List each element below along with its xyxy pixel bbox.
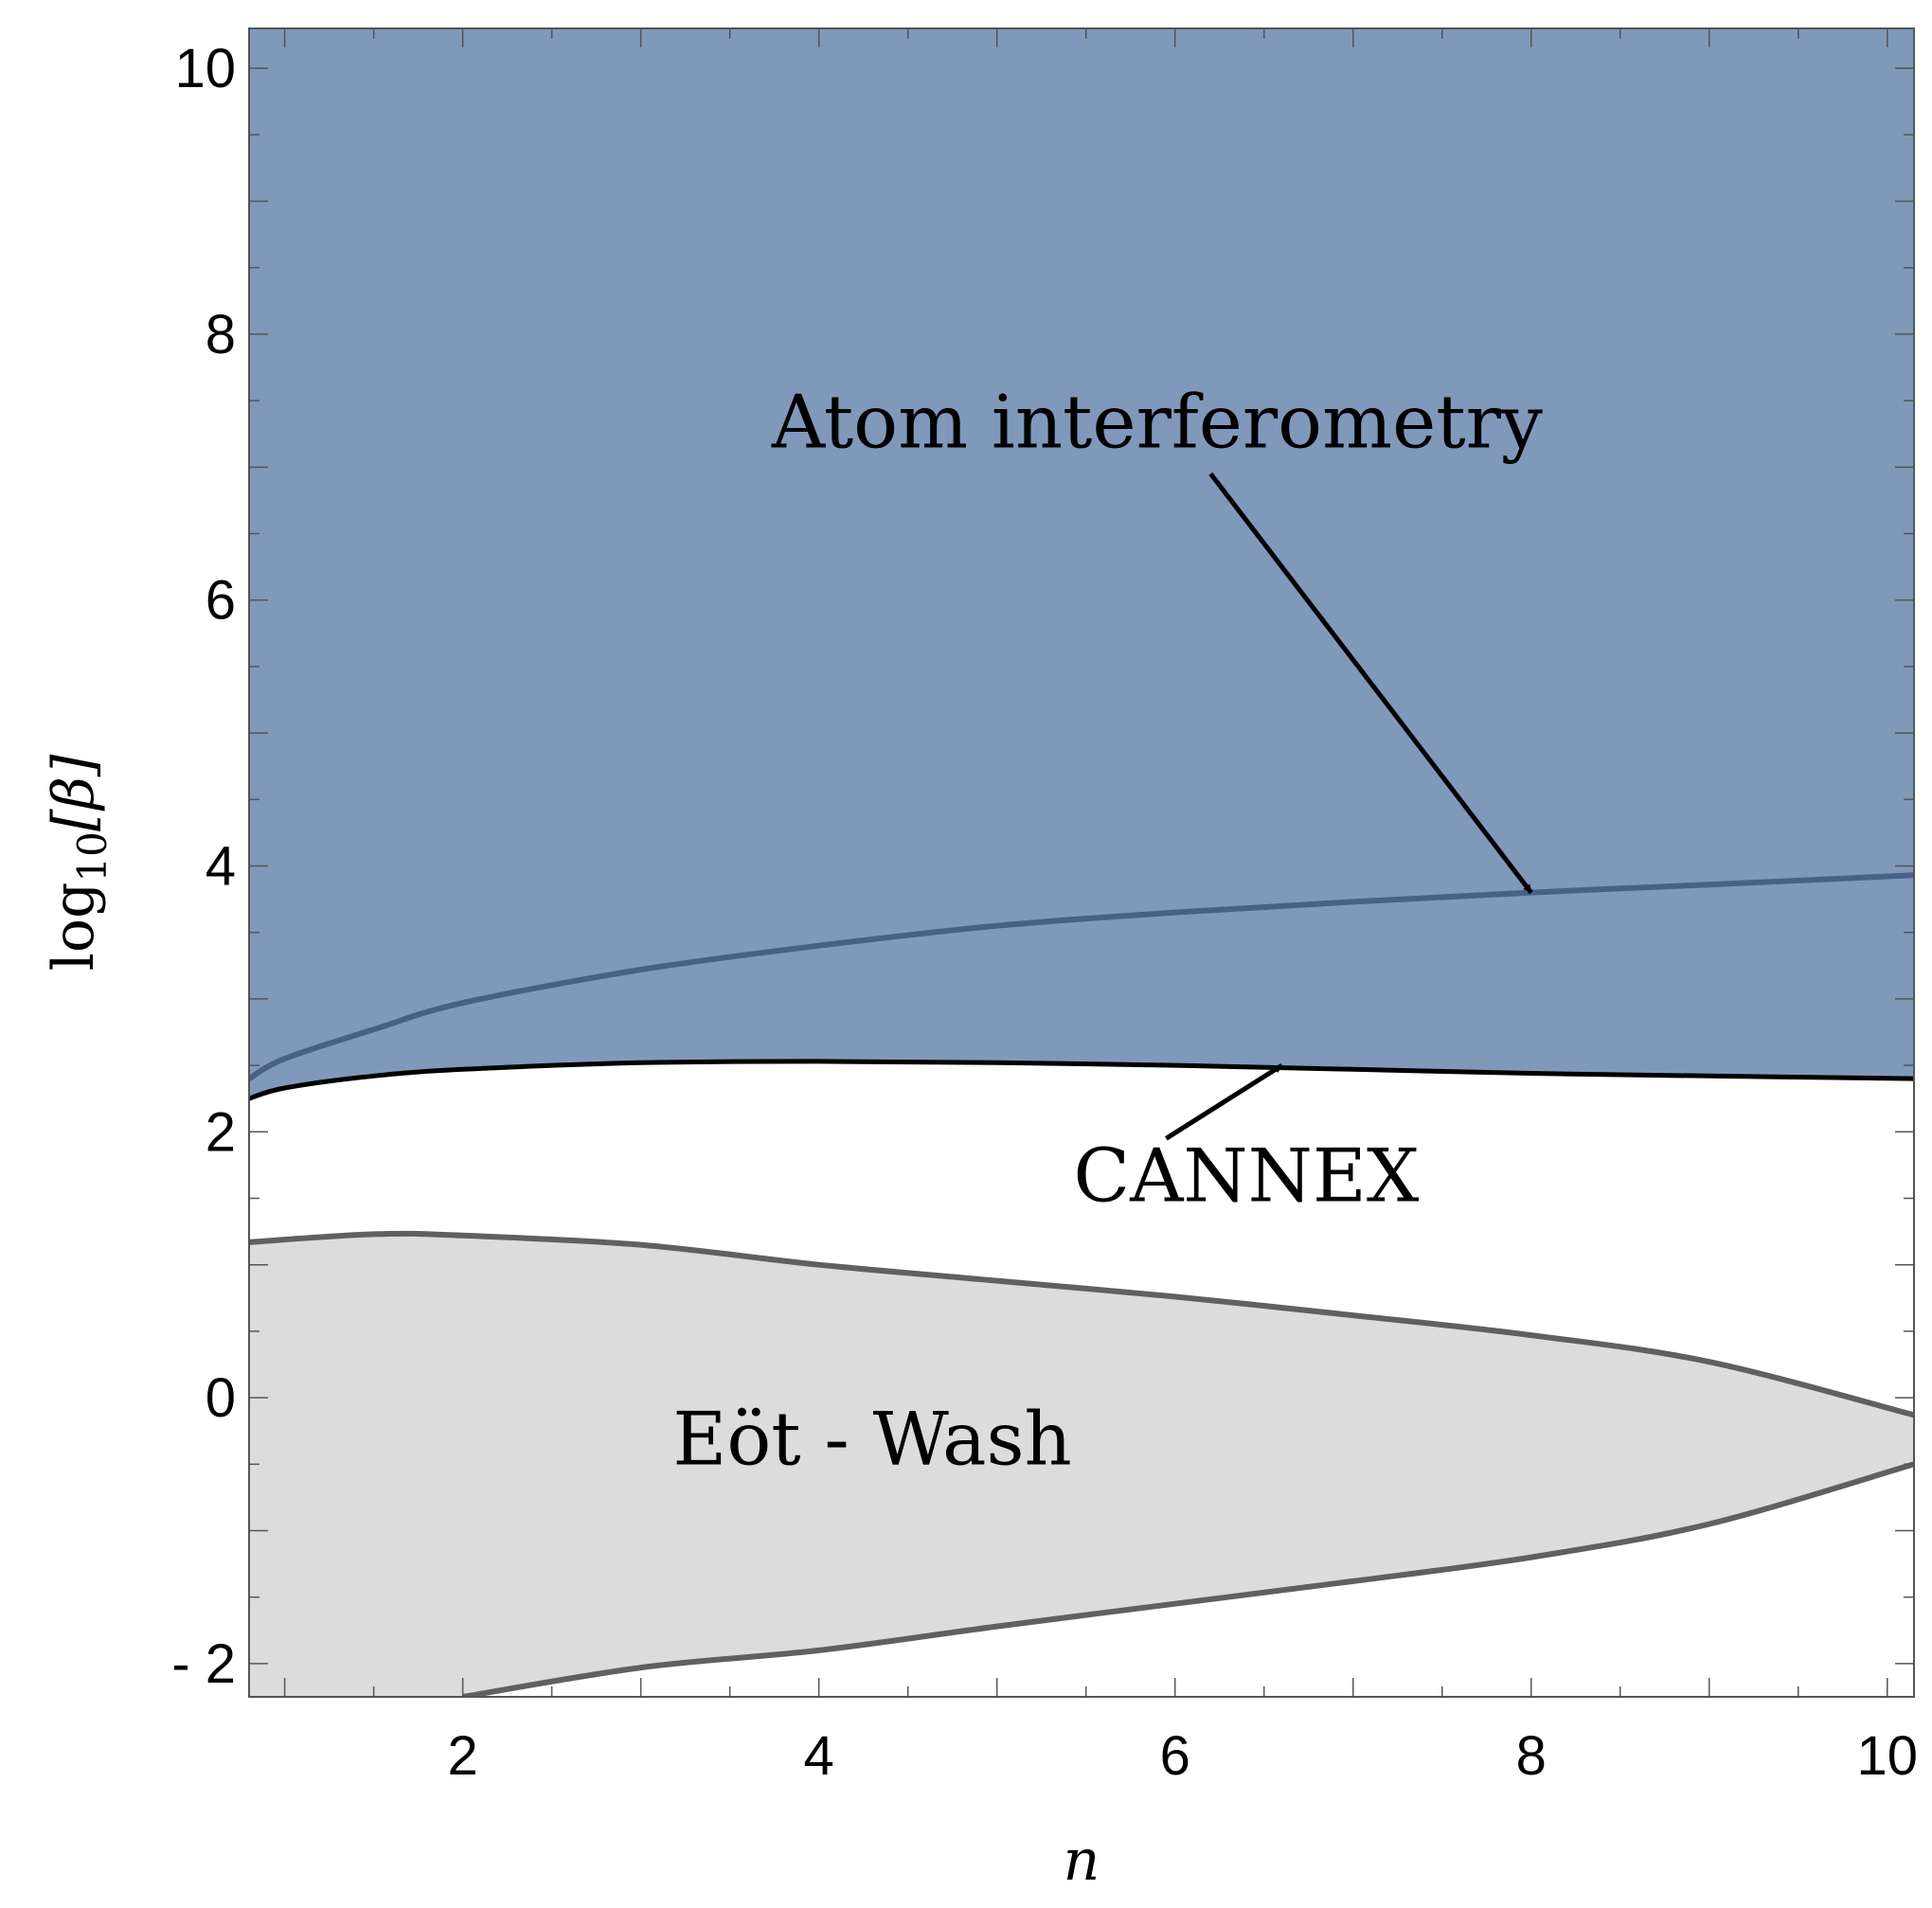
label-cannex: CANNEX: [1073, 1133, 1419, 1219]
plot-frame: [248, 27, 1915, 1698]
y-tick-label: 6: [206, 570, 236, 632]
y-axis-label-func: log: [41, 883, 107, 972]
region-e-t-wash: [249, 1233, 1914, 1697]
x-axis-label: n: [1064, 1828, 1100, 1894]
plot-lines: [249, 872, 1914, 1697]
curve-e-t-wash-upper: [249, 1230, 1914, 1418]
curve-e-t-wash-lower: [462, 1461, 1914, 1697]
plot-fills: [249, 28, 1914, 1697]
y-tick-label: 4: [206, 836, 236, 898]
label-e-t-wash: Eöt - Wash: [672, 1397, 1071, 1482]
x-tick-label: 8: [1516, 1725, 1547, 1787]
y-tick-label: 10: [174, 38, 236, 99]
arrow-cannex: [1164, 1062, 1283, 1141]
region-cannex: [249, 28, 1914, 1099]
y-axis-label-arg: [β]: [41, 754, 107, 831]
x-tick-label: 6: [1160, 1725, 1190, 1787]
y-tick-label: - 2: [171, 1633, 236, 1695]
x-tick-label: 2: [447, 1725, 477, 1787]
y-tick-label: 0: [206, 1367, 236, 1429]
y-axis-label-subscript: 10: [69, 831, 116, 882]
axis-ticks: [249, 28, 1914, 1697]
x-tick-label: 10: [1857, 1725, 1919, 1787]
label-atom-interferometry: Atom interferometry: [771, 380, 1543, 465]
curve-cannex: [249, 1059, 1914, 1101]
y-axis-label: log10[β]: [41, 754, 116, 971]
y-tick-label: 8: [206, 304, 236, 366]
svg-text:log10[β]: log10[β]: [41, 754, 116, 971]
arrow-atom-interferometry: [1208, 472, 1533, 895]
annotations: Atom interferometry CANNEX Eöt - Wash: [672, 380, 1543, 1482]
y-tick-label: 2: [206, 1101, 236, 1163]
x-tick-label: 4: [804, 1725, 834, 1787]
tick-labels: 2 4 6 8 10 - 2 0 2 4 6 8 10: [171, 38, 1918, 1787]
curve-atom-interferometry: [249, 872, 1914, 1081]
